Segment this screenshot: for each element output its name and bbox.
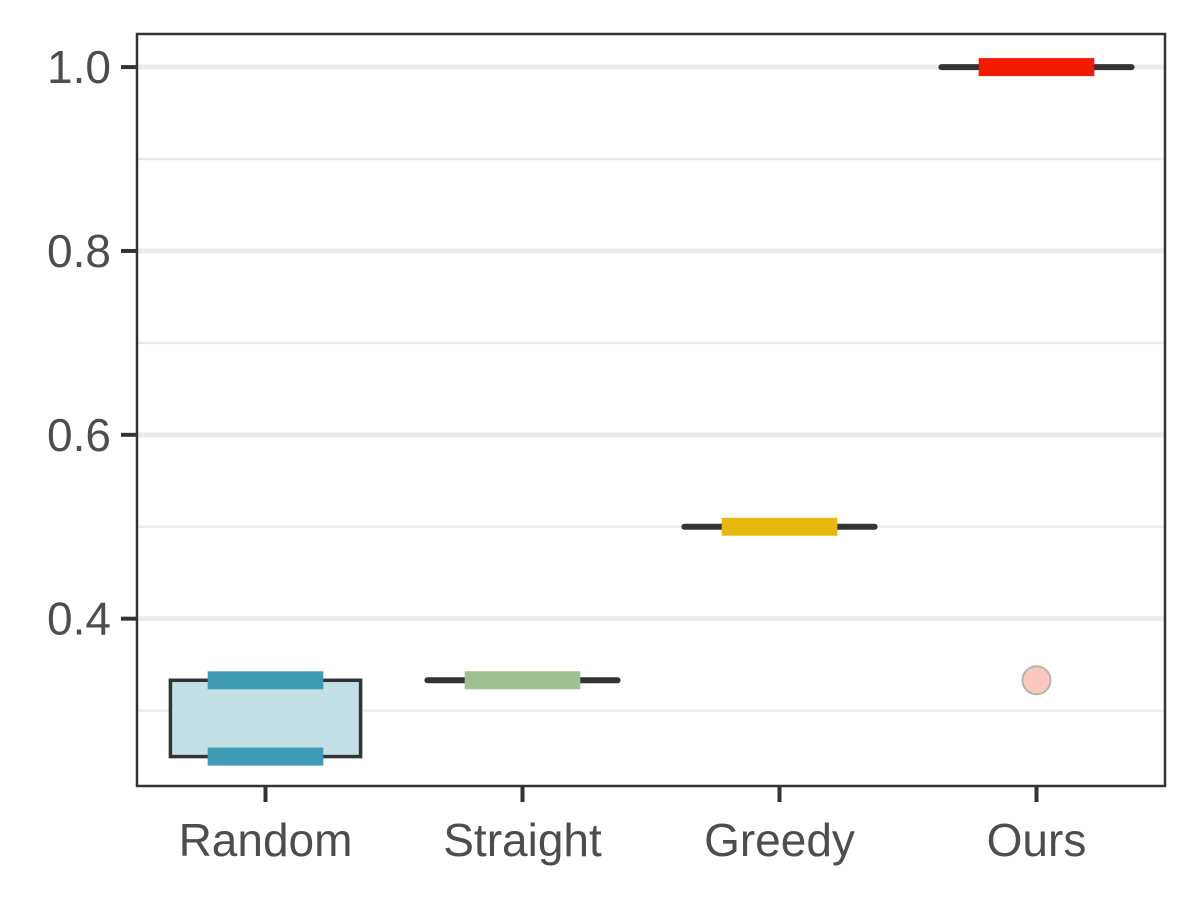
box-random [168, 671, 363, 766]
box-body [168, 678, 363, 759]
y-tick-label: 0.4 [47, 593, 111, 645]
box-quartile-segment [464, 671, 581, 690]
box-straight [424, 671, 621, 690]
box-ours [938, 58, 1135, 696]
box-quartile-segment [721, 517, 838, 536]
x-tick-label: Straight [443, 814, 602, 866]
y-tick-label: 1.0 [47, 41, 111, 93]
box-quartile-segment [207, 671, 324, 690]
x-axis: Random Straight Greedy Ours [179, 786, 1087, 866]
outlier-point [1021, 665, 1052, 696]
y-axis: 0.4 0.6 0.8 1.0 [47, 41, 137, 645]
box-quartile-segment [207, 747, 324, 766]
plot-border [135, 32, 1167, 788]
y-tick-label: 0.8 [47, 225, 111, 277]
box-greedy [681, 517, 878, 536]
boxes [168, 58, 1135, 766]
x-tick-label: Greedy [704, 814, 855, 866]
box-quartile-segment [978, 58, 1095, 77]
x-tick-label: Random [179, 814, 353, 866]
x-tick-label: Ours [987, 814, 1087, 866]
y-tick-label: 0.6 [47, 409, 111, 461]
